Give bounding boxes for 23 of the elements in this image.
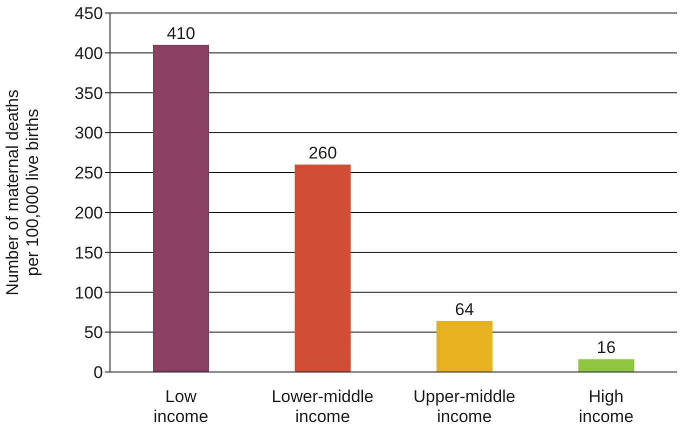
y-tick-label: 350 bbox=[74, 84, 103, 103]
bar bbox=[294, 164, 351, 372]
y-tick-label: 0 bbox=[94, 363, 103, 382]
y-tick-label: 50 bbox=[84, 323, 103, 342]
data-label: 64 bbox=[455, 300, 474, 319]
data-label: 410 bbox=[166, 24, 196, 43]
bar bbox=[153, 44, 209, 372]
data-label: 260 bbox=[308, 144, 337, 163]
bar bbox=[436, 320, 492, 372]
x-tick-label: Low income bbox=[153, 387, 208, 426]
y-axis-title: Number of maternal deaths per 100,000 live births bbox=[3, 90, 42, 296]
y-tick-label: 400 bbox=[74, 44, 103, 63]
x-tick-label: Upper-middle income bbox=[413, 387, 516, 426]
y-tick-label: 100 bbox=[74, 283, 103, 302]
y-tick-label: 450 bbox=[74, 4, 103, 24]
bar bbox=[578, 359, 634, 372]
y-tick-label: 200 bbox=[74, 203, 103, 222]
y-tick-label: 300 bbox=[74, 124, 103, 143]
x-tick-label: Lower-middle income bbox=[272, 387, 374, 426]
x-tick-label: High income bbox=[578, 387, 634, 426]
y-tick-label: 250 bbox=[74, 164, 103, 183]
y-tick-label: 150 bbox=[74, 243, 103, 262]
data-label: 16 bbox=[596, 338, 616, 358]
